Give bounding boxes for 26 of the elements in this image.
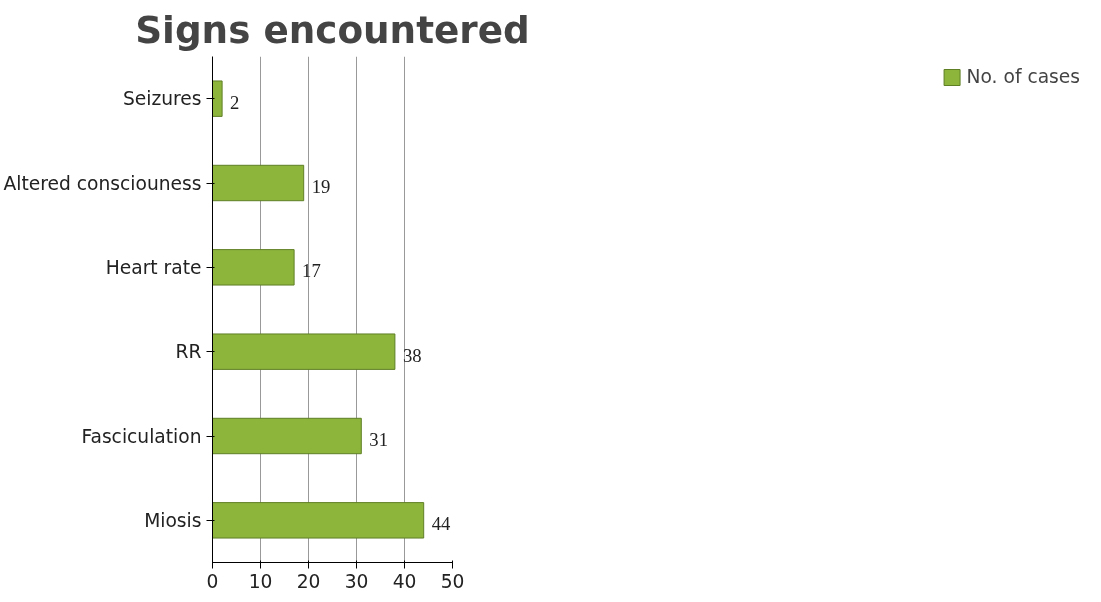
x-tick-label: 0 xyxy=(206,570,219,592)
bar xyxy=(212,164,305,202)
y-tick-label: Heart rate xyxy=(105,256,202,278)
x-tick-label: 30 xyxy=(344,570,369,592)
data-label: 2 xyxy=(230,91,240,113)
y-tick-label: Fasciculation xyxy=(81,425,202,447)
data-label: 44 xyxy=(431,513,452,535)
chart-title: Signs encountered xyxy=(135,7,530,52)
bar xyxy=(212,80,223,117)
y-tick-label: RR xyxy=(175,341,202,363)
data-label: 38 xyxy=(402,344,422,366)
x-tick-label: 10 xyxy=(248,570,273,592)
y-tick-label: Seizures xyxy=(122,88,202,110)
x-tick-label: 50 xyxy=(440,570,465,592)
data-label: 17 xyxy=(302,260,321,282)
y-tick-label: Altered consciouness xyxy=(3,172,202,194)
x-tick-label: 40 xyxy=(392,570,417,592)
data-label: 19 xyxy=(311,176,331,197)
legend-label: No. of cases xyxy=(966,66,1080,87)
data-label: 31 xyxy=(369,429,388,450)
x-tick-label: 20 xyxy=(296,570,321,592)
bar xyxy=(212,249,295,286)
bar xyxy=(212,502,425,539)
y-tick-label: Miosis xyxy=(144,509,202,531)
bar xyxy=(212,333,396,370)
bar xyxy=(212,417,362,455)
